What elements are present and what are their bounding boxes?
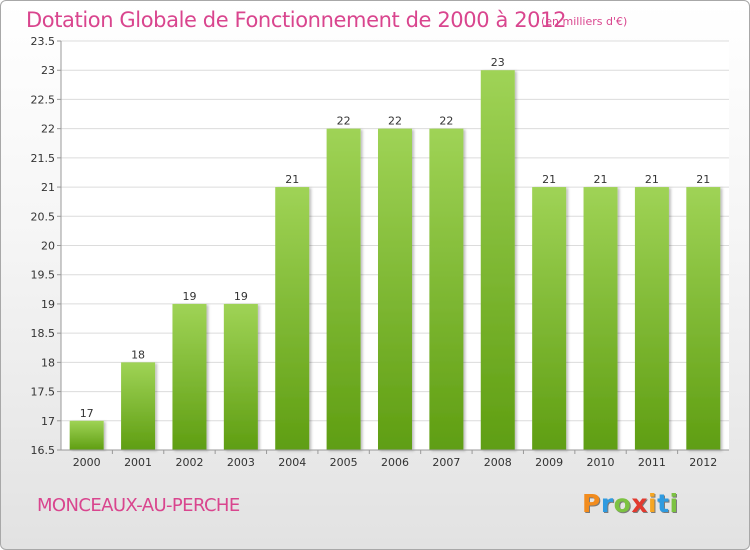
value-label: 21 xyxy=(696,173,710,186)
commune-name: MONCEAUX-AU-PERCHE xyxy=(37,495,240,516)
value-label: 22 xyxy=(337,115,351,128)
bar-2007 xyxy=(429,128,464,450)
bar-2004 xyxy=(275,187,310,451)
logo-letter: P xyxy=(582,489,601,518)
x-tick-label: 2000 xyxy=(73,456,101,469)
y-tick-label: 22 xyxy=(41,123,55,136)
x-tick-label: 2004 xyxy=(278,456,306,469)
bar-2002 xyxy=(172,303,207,450)
x-tick-label: 2008 xyxy=(484,456,512,469)
chart-subtitle: (en milliers d'€) xyxy=(541,15,628,28)
y-tick-label: 19 xyxy=(41,298,55,311)
x-tick-label: 2005 xyxy=(330,456,358,469)
value-label: 19 xyxy=(182,290,196,303)
value-labels: 17 18 19 19 21 22 22 22 23 21 21 21 21 xyxy=(80,56,711,420)
proxiti-logo[interactable]: Proxiti xyxy=(582,489,679,518)
value-label: 23 xyxy=(491,56,505,69)
bar-2000 xyxy=(69,420,104,450)
chart-title: Dotation Globale de Fonctionnement de 20… xyxy=(26,8,567,32)
y-tick-label: 18.5 xyxy=(31,327,56,340)
bar-2008 xyxy=(480,70,515,450)
bar-2009 xyxy=(532,187,567,451)
logo-letter: x xyxy=(631,489,648,518)
bars xyxy=(69,70,721,451)
y-tick-label: 17.5 xyxy=(31,386,56,399)
x-tick-label: 2011 xyxy=(638,456,666,469)
logo-letter: t xyxy=(657,489,670,518)
bar-2003 xyxy=(223,303,258,450)
value-label: 18 xyxy=(131,348,145,361)
y-tick-label: 21 xyxy=(41,181,55,194)
y-tick-label: 19.5 xyxy=(31,269,56,282)
y-tick-label: 20 xyxy=(41,240,55,253)
value-label: 22 xyxy=(439,115,453,128)
y-tick-label: 20.5 xyxy=(31,210,56,223)
bar-2005 xyxy=(326,128,361,450)
y-tick-label: 23.5 xyxy=(31,35,56,48)
bar-2011 xyxy=(634,187,669,451)
y-tick-label: 21.5 xyxy=(31,152,56,165)
logo-letter: i xyxy=(648,489,658,518)
logo-letter: i xyxy=(669,489,679,518)
value-label: 19 xyxy=(234,290,248,303)
x-tick-label: 2010 xyxy=(587,456,615,469)
y-tick-label: 17 xyxy=(41,415,55,428)
x-tick-label: 2012 xyxy=(689,456,717,469)
x-tick-label: 2002 xyxy=(175,456,203,469)
value-label: 21 xyxy=(594,173,608,186)
x-tick-label: 2003 xyxy=(227,456,255,469)
x-tick-label: 2007 xyxy=(432,456,460,469)
x-axis: 2000 2001 2002 2003 2004 2005 2006 2007 2008 2009… xyxy=(73,450,717,469)
bar-2010 xyxy=(583,187,618,451)
bar-2012 xyxy=(686,187,721,451)
logo-letter: o xyxy=(613,489,632,518)
x-tick-label: 2009 xyxy=(535,456,563,469)
x-tick-label: 2001 xyxy=(124,456,152,469)
bar-2006 xyxy=(378,128,412,450)
y-tick-label: 22.5 xyxy=(31,93,56,106)
value-label: 22 xyxy=(388,115,402,128)
y-tick-label: 23 xyxy=(41,64,55,77)
value-label: 21 xyxy=(645,173,659,186)
x-tick-label: 2006 xyxy=(381,456,409,469)
logo-letter: r xyxy=(600,489,614,518)
y-tick-label: 16.5 xyxy=(31,444,56,457)
value-label: 21 xyxy=(285,173,299,186)
value-label: 17 xyxy=(80,407,94,420)
y-axis: 16.5 17 17.5 18 18.5 19 19.5 20 20.5 21 21.5 22 22.5… xyxy=(31,35,61,457)
y-tick-label: 18 xyxy=(41,356,55,369)
bar-2001 xyxy=(121,362,156,450)
value-label: 21 xyxy=(542,173,556,186)
